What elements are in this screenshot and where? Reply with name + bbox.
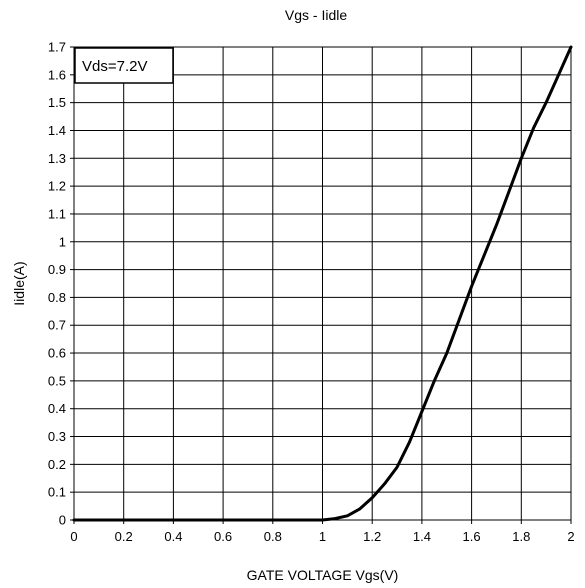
y-tick-label: 0.5 (48, 373, 66, 388)
y-tick-label: 0.7 (48, 318, 66, 333)
x-tick-label: 0.2 (115, 529, 133, 544)
y-tick-label: 1 (59, 234, 66, 249)
annotation-text: Vds=7.2V (82, 58, 147, 75)
grid-lines (70, 46, 572, 524)
y-tick-label: 1.7 (48, 40, 66, 55)
y-tick-label: 0.3 (48, 429, 66, 444)
y-tick-label: 0.1 (48, 485, 66, 500)
y-tick-label: 1.3 (48, 151, 66, 166)
annotation-frame (74, 47, 174, 84)
x-tick-label: 1.6 (463, 529, 481, 544)
y-tick-label: 1.4 (48, 123, 66, 138)
x-tick-label: 0.4 (164, 529, 182, 544)
x-tick-label: 0.8 (264, 529, 282, 544)
x-axis-label: GATE VOLTAGE Vgs(V) (247, 567, 399, 583)
y-tick-label: 0.6 (48, 346, 66, 361)
x-tick-label: 1.4 (413, 529, 431, 544)
y-tick-labels: 0 0.1 0.2 0.3 0.4 0.5 0.6 0.7 0.8 0.9 1 1.1 1.2 1.3 1.… (48, 40, 66, 528)
x-tick-label: 2 (567, 529, 574, 544)
x-tick-label: 0 (70, 529, 77, 544)
annotation-box: Vds=7.2V (74, 47, 174, 84)
y-tick-label: 0.9 (48, 262, 66, 277)
y-tick-label: 1.6 (48, 67, 66, 82)
y-axis-label: Iidle(A) (11, 261, 27, 305)
x-tick-label: 0.6 (214, 529, 232, 544)
y-tick-label: 1.2 (48, 179, 66, 194)
y-tick-label: 0.2 (48, 457, 66, 472)
x-tick-labels: 0 0.2 0.4 0.6 0.8 1 1.2 1.4 1.6 1.8 2 (70, 529, 574, 544)
y-tick-label: 0.8 (48, 290, 66, 305)
x-tick-label: 1.2 (363, 529, 381, 544)
y-tick-label: 1.5 (48, 95, 66, 110)
y-tick-label: 0.4 (48, 401, 66, 416)
x-tick-label: 1.8 (512, 529, 530, 544)
chart-title: Vgs - Iidle (285, 7, 347, 23)
y-tick-label: 1.1 (48, 206, 66, 221)
y-tick-label: 0 (59, 513, 66, 528)
plot-frame (73, 46, 572, 521)
x-tick-label: 1 (319, 529, 326, 544)
